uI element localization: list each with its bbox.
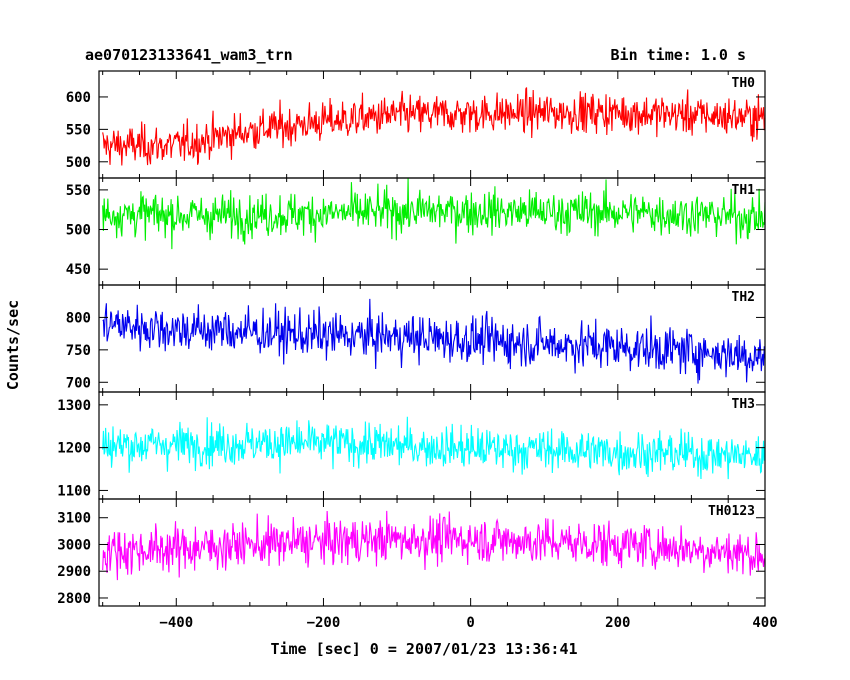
x-tick-label: −400 bbox=[159, 615, 193, 631]
x-axis-label: Time [sec] 0 = 2007/01/23 13:36:41 bbox=[270, 640, 577, 658]
panel-label-th1: TH1 bbox=[732, 183, 756, 198]
panel-frame-th1 bbox=[98, 177, 766, 286]
y-tick-label: 1200 bbox=[57, 441, 91, 457]
y-tick-label: 3000 bbox=[57, 537, 91, 553]
x-tick-label: 0 bbox=[466, 615, 474, 631]
y-axis-label: Counts/sec bbox=[4, 300, 22, 390]
x-tick-label: 400 bbox=[752, 615, 777, 631]
panel-label-th2: TH2 bbox=[732, 290, 755, 305]
y-tick-label: 500 bbox=[66, 155, 91, 171]
panel-label-th0123: TH0123 bbox=[708, 504, 755, 519]
y-tick-label: 550 bbox=[66, 183, 91, 199]
series-line-th2 bbox=[102, 298, 766, 384]
y-tick-label: 550 bbox=[66, 122, 91, 138]
y-tick-label: 2800 bbox=[57, 591, 91, 607]
y-tick-label: 600 bbox=[66, 90, 91, 106]
panels-group: 500 550 600 TH0 450 500 550 TH1 700 750 800 TH2 1100… bbox=[57, 70, 778, 631]
series-line-th1 bbox=[102, 177, 766, 250]
panel-label-th0: TH0 bbox=[732, 76, 756, 91]
series-line-th3 bbox=[102, 416, 766, 480]
y-tick-label: 3100 bbox=[57, 511, 91, 527]
y-tick-label: 800 bbox=[66, 310, 91, 326]
y-tick-label: 1100 bbox=[57, 483, 91, 499]
x-tick-label: 200 bbox=[605, 615, 630, 631]
y-tick-label: 500 bbox=[66, 223, 91, 239]
y-tick-label: 700 bbox=[66, 375, 91, 391]
header-object-name: ae070123133641_wam3_trn bbox=[85, 46, 293, 64]
y-tick-label: 1300 bbox=[57, 398, 91, 414]
y-tick-label: 2900 bbox=[57, 564, 91, 580]
header-bin-time: Bin time: 1.0 s bbox=[611, 46, 746, 64]
y-tick-label: 450 bbox=[66, 262, 91, 278]
panel-label-th3: TH3 bbox=[732, 397, 755, 412]
x-tick-label: −200 bbox=[307, 615, 341, 631]
series-line-th0 bbox=[102, 87, 766, 166]
y-tick-label: 750 bbox=[66, 343, 91, 359]
series-line-th0123 bbox=[102, 510, 766, 581]
panel-frame-th0123 bbox=[98, 498, 766, 607]
